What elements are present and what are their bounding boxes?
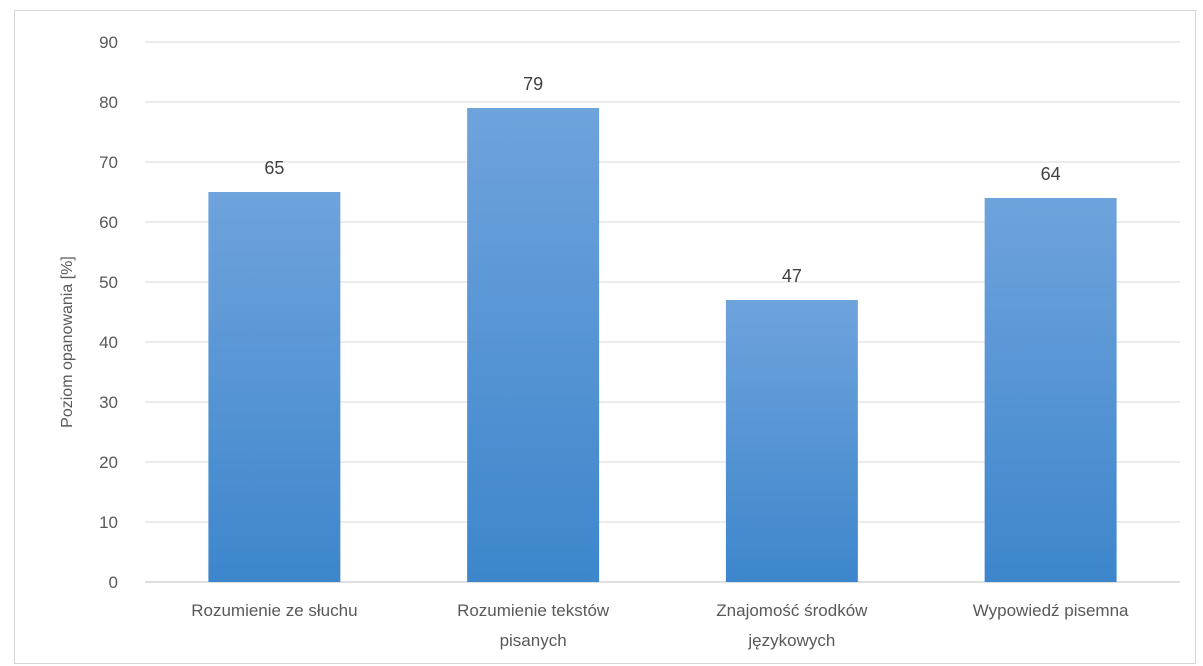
bar	[467, 108, 600, 582]
y-axis-title: Poziom opanowania [%]	[59, 256, 76, 428]
y-tick-label: 0	[109, 573, 118, 592]
y-tick-label: 40	[99, 333, 118, 352]
y-tick-label: 50	[99, 273, 118, 292]
x-category-label: Znajomość środków	[716, 601, 868, 620]
y-tick-label: 30	[99, 393, 118, 412]
data-label: 47	[782, 266, 802, 286]
x-category-label: pisanych	[500, 631, 567, 650]
y-tick-label: 20	[99, 453, 118, 472]
bar	[984, 198, 1117, 582]
x-category-label: Wypowiedź pisemna	[973, 601, 1129, 620]
y-tick-label: 90	[99, 33, 118, 52]
category-labels: Rozumienie ze słuchu Rozumienie tekstów pi…	[191, 601, 1129, 650]
y-tick-label: 60	[99, 213, 118, 232]
y-tick-label: 80	[99, 93, 118, 112]
bar	[725, 300, 858, 582]
data-label: 64	[1041, 164, 1061, 184]
data-label: 79	[523, 74, 543, 94]
bar	[208, 192, 341, 582]
y-tick-label: 10	[99, 513, 118, 532]
y-tick-label: 70	[99, 153, 118, 172]
x-category-label: językowych	[747, 631, 835, 650]
bars	[208, 108, 1117, 582]
x-category-label: Rozumienie ze słuchu	[191, 601, 357, 620]
data-label: 65	[264, 158, 284, 178]
y-axis-ticks: 0 10 20 30 40 50 60 70 80 90	[99, 33, 118, 592]
x-category-label: Rozumienie tekstów	[457, 601, 610, 620]
data-labels: 65 79 47 64	[264, 74, 1060, 286]
